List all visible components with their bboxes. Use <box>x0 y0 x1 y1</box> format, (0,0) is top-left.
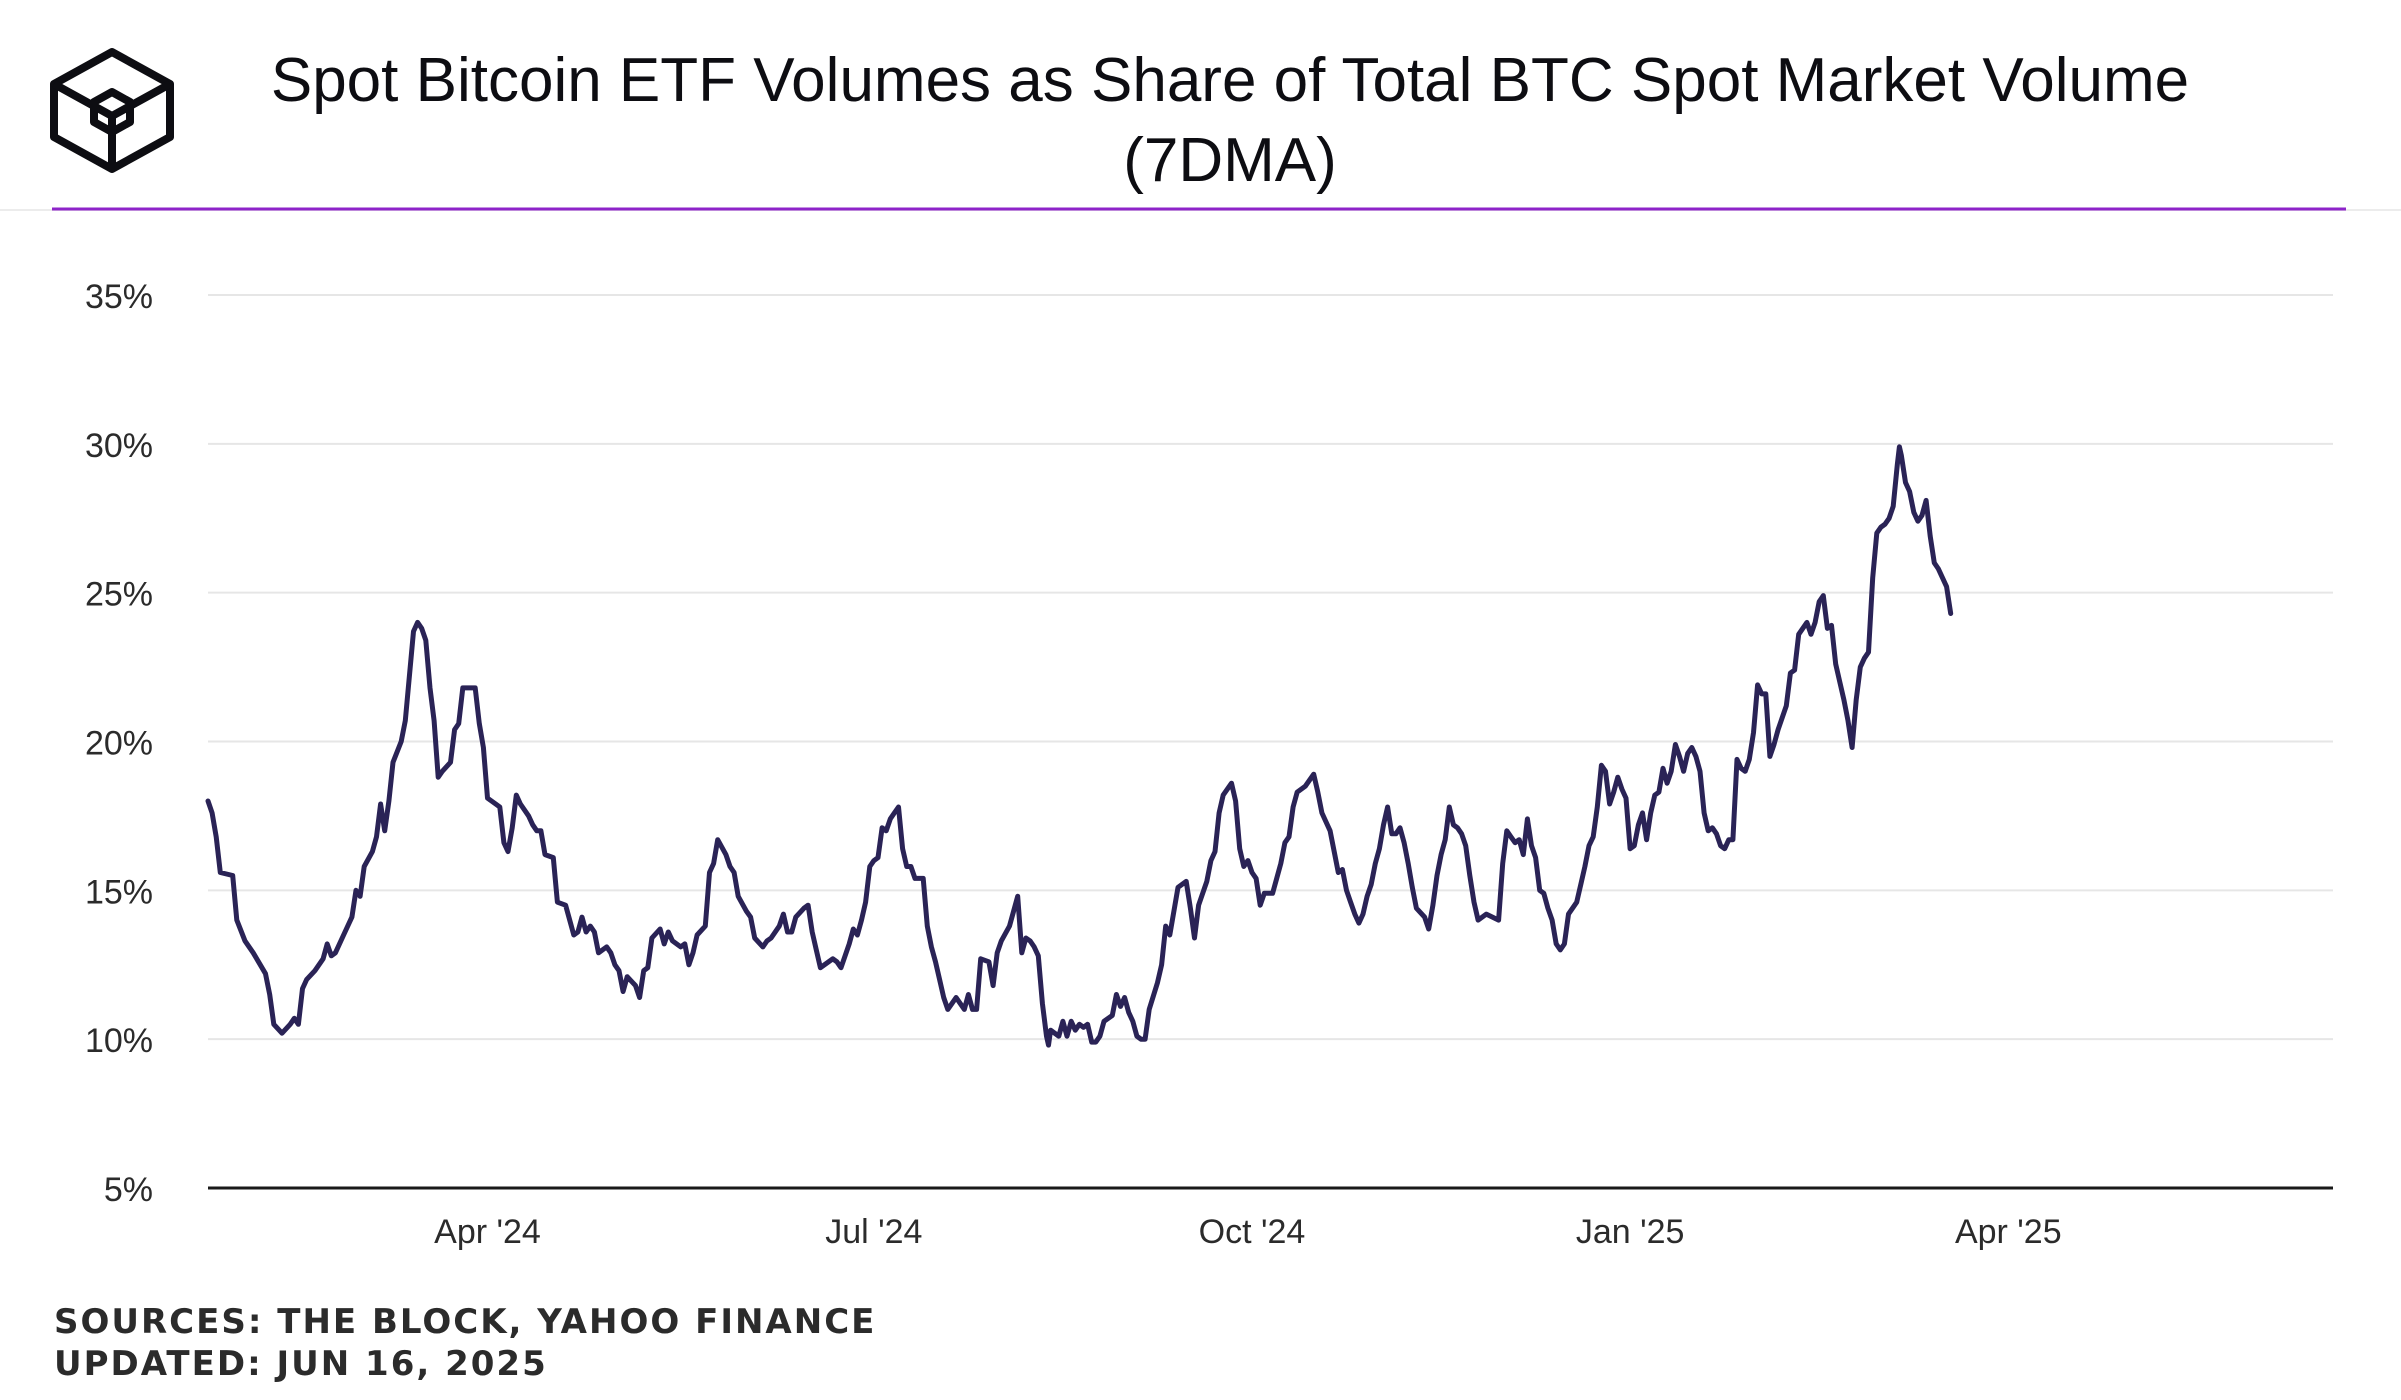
y-tick-label: 5% <box>104 1171 153 1209</box>
x-tick-label: Jul '24 <box>825 1213 922 1251</box>
y-tick-label: 30% <box>85 427 153 465</box>
y-tick-label: 20% <box>85 725 153 763</box>
y-tick-label: 35% <box>85 278 153 316</box>
chart-title-line-2: (7DMA) <box>1123 126 1337 195</box>
chart-title-line-1: Spot Bitcoin ETF Volumes as Share of Tot… <box>270 46 2190 115</box>
footer-updated: UPDATED: JUN 16, 2025 <box>54 1344 548 1384</box>
x-axis-tick-labels: Apr '24 Jul '24 Oct '24 Jan '25 Apr '25 <box>434 1213 2061 1251</box>
y-axis-tick-labels: 5% 10% 15% 20% 25% 30% 35% <box>85 278 153 1209</box>
y-tick-label: 25% <box>85 576 153 614</box>
y-tick-label: 15% <box>85 873 153 911</box>
x-tick-label: Oct '24 <box>1199 1213 1306 1251</box>
the-block-cube-logo-icon <box>50 48 174 173</box>
x-tick-label: Apr '25 <box>1955 1213 2062 1251</box>
x-tick-label: Apr '24 <box>434 1213 541 1251</box>
series-line-etf-share <box>205 444 1954 1048</box>
y-gridlines <box>208 294 2333 1041</box>
x-tick-label: Jan '25 <box>1576 1213 1685 1251</box>
footer-sources: SOURCES: THE BLOCK, YAHOO FINANCE <box>54 1302 877 1342</box>
y-tick-label: 10% <box>85 1022 153 1060</box>
